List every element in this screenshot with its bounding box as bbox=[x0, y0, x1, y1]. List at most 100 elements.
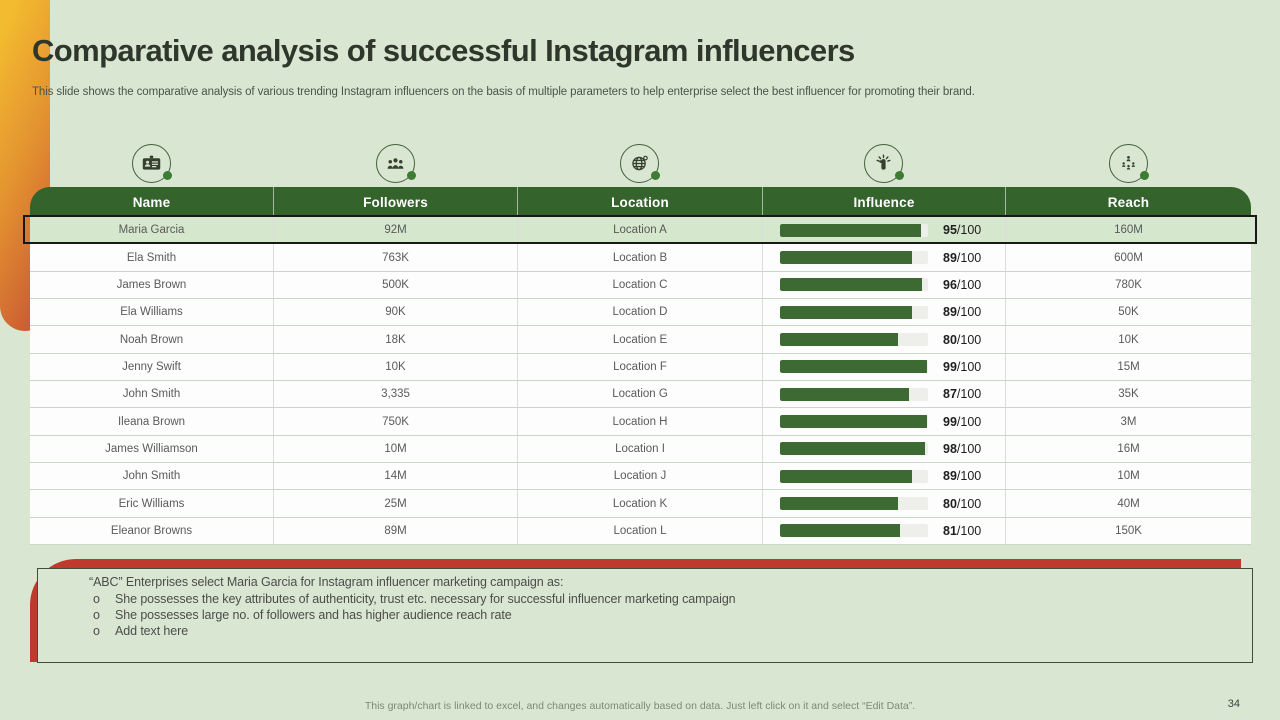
cell-followers: 763K bbox=[273, 244, 517, 271]
cell-location: Location H bbox=[517, 408, 762, 435]
cell-location: Location I bbox=[517, 435, 762, 463]
cell-followers: 92M bbox=[273, 217, 517, 244]
cell-location: Location C bbox=[517, 271, 762, 299]
influence-score: 98/100 bbox=[943, 441, 982, 456]
cell-reach: 35K bbox=[1005, 381, 1251, 408]
footer-note: This graph/chart is linked to excel, and… bbox=[364, 700, 916, 712]
cell-name: Ileana Brown bbox=[117, 415, 186, 428]
table-row: James Williamson 10M Location I 98/100 1… bbox=[30, 435, 1251, 464]
influence-bar-fill bbox=[780, 360, 927, 374]
icon-accent-dot bbox=[651, 171, 660, 180]
influence-score: 89/100 bbox=[943, 305, 982, 320]
influence-bar bbox=[780, 415, 928, 429]
cell-location: Location E bbox=[517, 326, 762, 353]
table-row: Ela Smith 763K Location B 89/100 600M bbox=[30, 244, 1251, 272]
cell-followers: 89M bbox=[273, 517, 517, 545]
cell-influence: 80/100 bbox=[762, 326, 1005, 353]
column-header-followers: Followers bbox=[273, 187, 517, 217]
cell-name: Jenny Swift bbox=[122, 360, 181, 373]
globe-icon bbox=[620, 144, 660, 183]
influence-bar-fill bbox=[780, 442, 926, 456]
influence-bar bbox=[780, 251, 928, 265]
cell-name: James Brown bbox=[116, 278, 187, 291]
cell-reach: 3M bbox=[1005, 408, 1251, 435]
influence-score: 81/100 bbox=[943, 523, 982, 538]
cell-name: Noah Brown bbox=[119, 333, 184, 346]
table-row: Maria Garcia 92M Location A 95/100 160M bbox=[23, 214, 1257, 245]
cell-followers: 90K bbox=[273, 299, 517, 326]
influence-bar-fill bbox=[780, 305, 912, 319]
table-row: Ileana Brown 750K Location H 99/100 3M bbox=[30, 408, 1251, 436]
cell-name: James Williamson bbox=[105, 442, 198, 455]
callout-bullet: o Add text here bbox=[93, 624, 189, 638]
cell-influence: 89/100 bbox=[762, 244, 1005, 271]
cell-influence: 99/100 bbox=[762, 353, 1005, 381]
influence-score: 99/100 bbox=[943, 414, 982, 429]
table-row: John Smith 14M Location J 89/100 10M bbox=[30, 463, 1251, 491]
influence-bar-fill bbox=[780, 251, 912, 265]
table-row: Eric Williams 25M Location K 80/100 40M bbox=[30, 490, 1251, 518]
cell-reach: 15M bbox=[1005, 353, 1251, 381]
cell-reach: 40M bbox=[1005, 490, 1251, 517]
table-body: Maria Garcia 92M Location A 95/100 160M … bbox=[23, 214, 1257, 546]
cell-name: Eleanor Browns bbox=[110, 524, 193, 537]
cell-reach: 150K bbox=[1005, 517, 1251, 545]
influence-score: 89/100 bbox=[943, 469, 982, 484]
icon-accent-dot bbox=[895, 171, 904, 180]
cell-location: Location A bbox=[517, 217, 762, 244]
cell-name: Ela Smith bbox=[126, 251, 177, 264]
cell-location: Location F bbox=[517, 353, 762, 381]
table-row: John Smith 3,335 Location G 87/100 35K bbox=[30, 381, 1251, 409]
influence-bar bbox=[780, 278, 928, 292]
network-icon bbox=[1108, 144, 1149, 183]
influence-score: 89/100 bbox=[943, 250, 982, 265]
cell-followers: 750K bbox=[273, 408, 517, 435]
callout-bullet-list: o She possesses the key attributes of aut… bbox=[89, 591, 1232, 639]
page-number: 34 bbox=[1227, 698, 1240, 710]
id-card-icon bbox=[132, 144, 172, 183]
influence-bar-fill bbox=[780, 497, 899, 511]
cell-influence: 96/100 bbox=[762, 271, 1005, 299]
cell-influence: 89/100 bbox=[762, 463, 1005, 490]
cell-location: Location K bbox=[517, 490, 762, 517]
slide-subtitle: This slide shows the comparative analysi… bbox=[32, 86, 975, 98]
cell-followers: 500K bbox=[273, 271, 517, 299]
influence-bar bbox=[780, 305, 928, 319]
influence-bar bbox=[780, 497, 928, 511]
influencers-table[interactable]: Name Followers Location Influence Reach … bbox=[23, 144, 1257, 546]
icon-accent-dot bbox=[406, 171, 416, 180]
influence-bar-fill bbox=[780, 223, 921, 237]
cell-influence: 95/100 bbox=[762, 217, 1005, 244]
cell-influence: 87/100 bbox=[762, 381, 1005, 408]
influence-bar-fill bbox=[780, 333, 899, 347]
cell-followers: 25M bbox=[273, 490, 517, 517]
cell-influence: 81/100 bbox=[762, 517, 1005, 545]
influence-bar bbox=[780, 469, 928, 483]
influence-bar-fill bbox=[780, 415, 927, 429]
cell-location: Location J bbox=[517, 463, 762, 490]
influence-score: 99/100 bbox=[943, 359, 982, 374]
influence-bar-fill bbox=[780, 278, 923, 292]
column-icons-row bbox=[30, 144, 1251, 187]
cell-name: Ela Williams bbox=[120, 306, 183, 319]
table-row: Noah Brown 18K Location E 80/100 10K bbox=[30, 326, 1251, 354]
column-header-influence: Influence bbox=[762, 187, 1005, 217]
cell-location: Location B bbox=[517, 244, 762, 271]
cell-influence: 99/100 bbox=[762, 408, 1005, 435]
cell-reach: 10M bbox=[1005, 463, 1251, 490]
influence-bar bbox=[780, 333, 928, 347]
influence-bar bbox=[780, 223, 928, 237]
influence-bar bbox=[780, 442, 928, 456]
insight-callout-box: “ABC” Enterprises select Maria Garcia fo… bbox=[37, 568, 1253, 663]
cell-reach: 16M bbox=[1005, 435, 1251, 463]
page-title: Comparative analysis of successful Insta… bbox=[32, 33, 855, 68]
cell-followers: 3,335 bbox=[273, 381, 517, 408]
column-header-reach: Reach bbox=[1005, 187, 1251, 217]
influence-bar bbox=[780, 524, 928, 538]
influencer-icon bbox=[864, 144, 904, 183]
callout-bullet: o She possesses large no. of followers an… bbox=[93, 608, 512, 622]
cell-location: Location L bbox=[517, 517, 762, 545]
icon-accent-dot bbox=[1139, 171, 1149, 180]
table-header-row: Name Followers Location Influence Reach bbox=[30, 187, 1251, 217]
column-header-name: Name bbox=[132, 194, 171, 210]
